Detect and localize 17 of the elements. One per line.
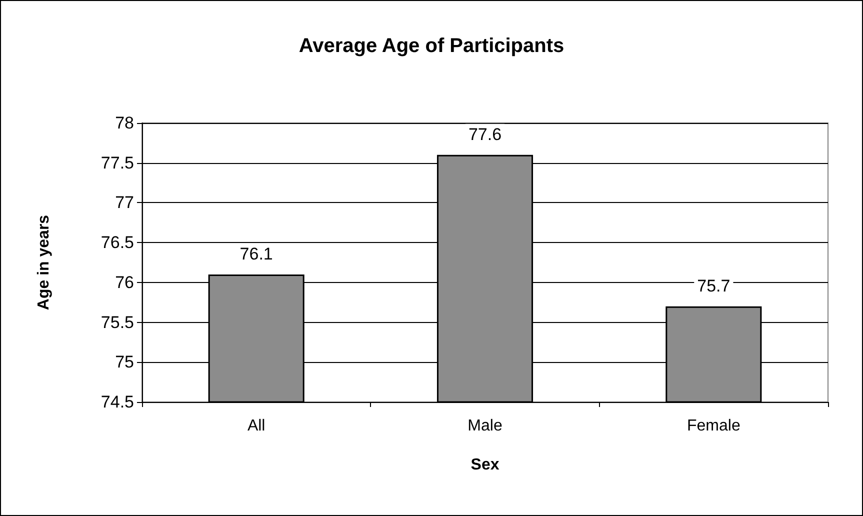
y-tick-label: 74.5 (100, 392, 134, 412)
x-tick-label: Male (468, 418, 502, 434)
x-tick-label: Female (686, 418, 740, 434)
data-label: 75.7 (697, 276, 730, 296)
y-tick-label: 75.5 (100, 312, 134, 332)
y-tick-label: 78 (115, 114, 134, 132)
chart-title: Average Age of Participants (298, 35, 564, 57)
x-axis-title: Sex (470, 456, 500, 474)
y-axis-title: Age in years (36, 214, 52, 310)
x-tick-label: All (247, 418, 266, 434)
data-label: 76.1 (240, 244, 273, 264)
y-tick-label: 77.5 (100, 153, 134, 172)
y-tick-label: 76 (115, 272, 134, 292)
y-tick-label: 76.5 (100, 233, 134, 252)
y-tick-label: 77 (115, 193, 134, 212)
data-label: 77.6 (468, 124, 502, 144)
y-tick-label: 75 (115, 352, 134, 372)
